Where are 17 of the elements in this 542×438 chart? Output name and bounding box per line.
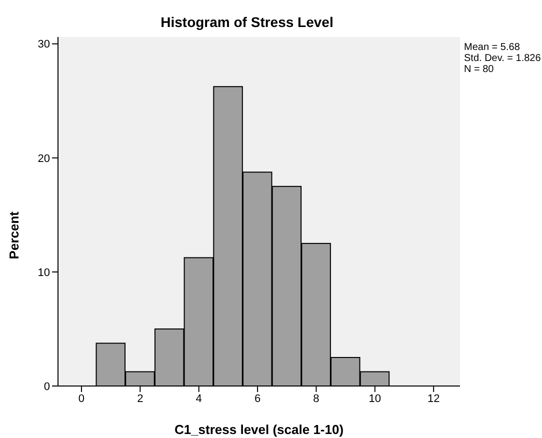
x-tick-label: 10 — [368, 392, 382, 405]
y-tick-label: 0 — [44, 380, 50, 393]
x-tick-label: 0 — [78, 392, 85, 405]
x-tick-label: 12 — [427, 392, 440, 405]
text: N = 80 — [464, 64, 495, 75]
text: Mean = 5.68 — [464, 42, 521, 53]
x-tick-label: 4 — [196, 392, 202, 405]
x-tick-label: 8 — [313, 392, 320, 405]
text: Std. Dev. = 1.826 — [464, 53, 541, 64]
y-tick-label: 30 — [38, 38, 50, 51]
y-tick-label: 10 — [38, 266, 50, 279]
y-tick-label: 20 — [38, 152, 50, 165]
x-tick-label: 6 — [254, 392, 261, 405]
y-axis-title: Percent — [6, 210, 22, 260]
x-tick-label: 2 — [137, 392, 144, 405]
x-axis-title: C1_stress level (scale 1-10) — [174, 422, 344, 437]
chart-title: Histogram of Stress Level — [160, 14, 334, 30]
